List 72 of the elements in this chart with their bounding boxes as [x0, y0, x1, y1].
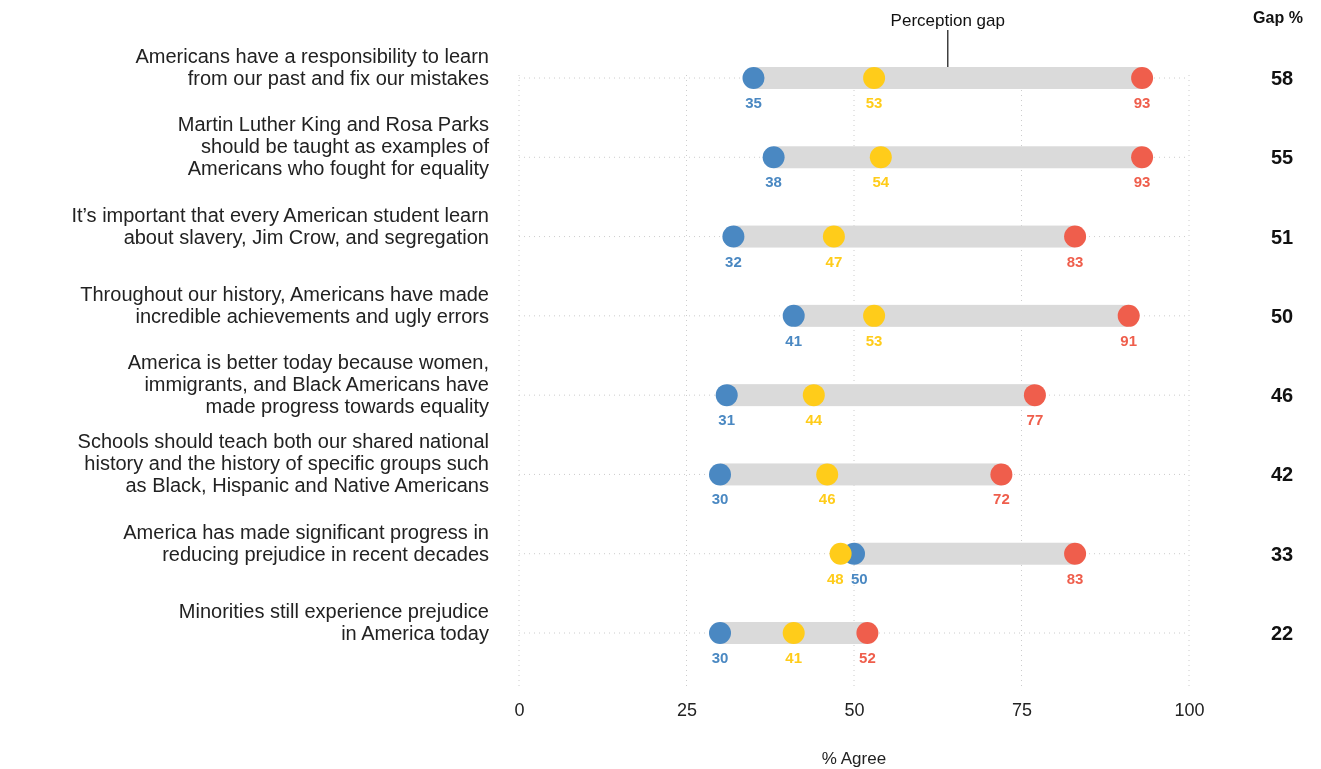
point	[816, 463, 839, 486]
data-label: 30	[711, 649, 729, 666]
point	[709, 463, 731, 486]
data-label: 41	[785, 331, 803, 349]
point	[782, 622, 805, 644]
data-label: 77	[1026, 411, 1044, 429]
data-label: 93	[1133, 94, 1151, 111]
x-tick-label: 25	[676, 699, 698, 720]
data-label: 55	[1270, 146, 1294, 169]
point	[709, 622, 731, 644]
data-label: 83	[1066, 252, 1084, 270]
point	[1131, 146, 1154, 169]
point	[742, 67, 765, 89]
point	[863, 304, 886, 327]
point	[1023, 384, 1046, 407]
y-tick-label: America has made significant progress in reducing prejudice in recent decades	[123, 520, 489, 565]
x-axis-title: % Agree	[821, 749, 887, 768]
point	[1064, 542, 1087, 565]
data-label: 50	[1270, 304, 1294, 327]
y-tick-label: It’s important that every American student learn about slavery, Jim Crow, and segregation	[71, 203, 489, 248]
data-label: 41	[785, 649, 803, 666]
point	[1131, 67, 1154, 89]
point	[722, 225, 745, 248]
data-label: 58	[1270, 67, 1294, 89]
data-label: 22	[1270, 622, 1294, 644]
data-label: 35	[745, 94, 762, 111]
point	[1064, 225, 1087, 248]
point	[869, 146, 892, 169]
point	[1117, 304, 1140, 327]
data-label: 50	[850, 569, 868, 587]
data-label: 30	[711, 490, 729, 508]
data-label: 52	[859, 649, 876, 666]
data-label: 93	[1133, 173, 1151, 191]
data-label: 54	[872, 173, 890, 191]
data-label: 51	[1270, 225, 1294, 248]
point	[822, 225, 845, 248]
x-tick-label: 0	[514, 699, 525, 720]
x-tick-label: 100	[1174, 699, 1205, 720]
data-label: 53	[865, 94, 883, 111]
point	[863, 67, 886, 89]
text: Gap %	[1253, 9, 1303, 26]
point	[782, 304, 805, 327]
data-label: 31	[718, 411, 736, 429]
x-tick-label: 50	[844, 699, 865, 720]
y-tick-label: Americans have a responsibility to learn from our past and fix our mistakes	[135, 45, 489, 89]
text: Perception gap	[890, 11, 1005, 30]
y-tick-label: Schools should teach both our shared national history and the history of specific groups such as Black, Hispanic and Native Americans	[77, 430, 489, 497]
data-label: 46	[818, 490, 836, 508]
point	[715, 384, 738, 407]
data-label: 38	[765, 173, 782, 191]
data-label: 47	[825, 252, 843, 270]
x-tick-label: 75	[1011, 699, 1033, 720]
data-label: 83	[1066, 569, 1084, 587]
data-label: 46	[1270, 384, 1294, 407]
point	[856, 622, 879, 644]
data-label: 53	[865, 331, 883, 349]
y-tick-label: Martin Luther King and Rosa Parks should be taught as examples of Americans who fought for equality	[177, 113, 490, 180]
data-label: 48	[826, 569, 844, 587]
data-label: 33	[1270, 542, 1294, 565]
y-tick-label: America is better today because women, immigrants, and Black Americans have made progress towards equality	[127, 351, 489, 418]
point	[829, 542, 852, 565]
y-tick-label: Minorities still experience prejudice in America today	[178, 600, 489, 644]
bar	[854, 542, 1076, 565]
data-label: 44	[805, 411, 823, 429]
data-label: 72	[993, 490, 1010, 508]
point	[802, 384, 825, 407]
y-tick-label: Throughout our history, Americans have made incredible achievements and ugly errors	[80, 282, 489, 327]
data-label: 91	[1120, 331, 1138, 349]
point	[990, 463, 1013, 486]
data-label: 42	[1270, 463, 1294, 486]
point	[762, 146, 785, 169]
data-label: 32	[725, 252, 742, 270]
